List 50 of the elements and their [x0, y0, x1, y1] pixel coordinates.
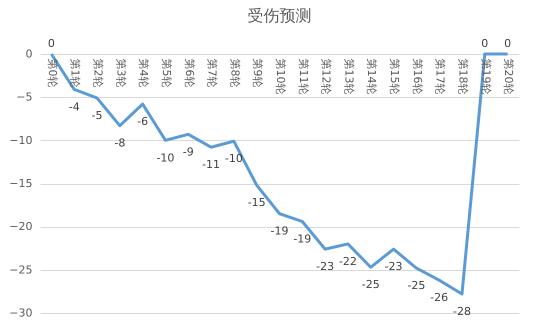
- data-label: -9: [182, 145, 194, 158]
- x-tick-label: 第10轮: [274, 58, 287, 94]
- y-tick-label: −15: [9, 177, 32, 190]
- x-tick-label: 第14轮: [365, 58, 378, 94]
- data-label: -19: [293, 232, 312, 246]
- data-label: 0: [504, 37, 512, 50]
- x-tick-label: 第9轮: [251, 58, 264, 88]
- x-tick-label: 第4轮: [137, 58, 150, 88]
- data-label: -23: [384, 260, 403, 274]
- x-tick-label: 第18轮: [456, 58, 470, 94]
- data-label: 0: [48, 37, 55, 50]
- data-label: -19: [270, 224, 288, 238]
- data-label: 0: [481, 37, 488, 50]
- data-label: -25: [362, 278, 380, 292]
- x-tick-label: 第2轮: [92, 58, 105, 88]
- data-label: -10: [156, 151, 174, 164]
- x-tick-label: 第15轮: [388, 58, 402, 94]
- data-label: -8: [114, 136, 126, 150]
- x-tick-label: 第0轮: [46, 58, 59, 88]
- x-tick-label: 第17轮: [434, 58, 447, 94]
- data-label: -11: [202, 158, 220, 172]
- x-tick-label: 第7轮: [206, 58, 219, 88]
- data-label: -4: [68, 100, 80, 114]
- x-tick-label: 第6轮: [182, 58, 196, 88]
- x-tick-label: 第16轮: [410, 58, 424, 94]
- data-label: -22: [338, 254, 357, 268]
- data-label: -10: [224, 152, 243, 166]
- x-tick-label: 第20轮: [502, 58, 516, 94]
- data-label: -28: [452, 305, 471, 318]
- x-tick-label: 第5轮: [160, 58, 173, 88]
- x-tick-label: 第1轮: [68, 58, 82, 88]
- x-tick-label: 第8轮: [228, 58, 242, 88]
- data-label: -5: [92, 109, 103, 122]
- data-label: -6: [137, 115, 148, 128]
- y-tick-label: 0: [26, 48, 32, 60]
- y-tick-label: −25: [9, 263, 32, 276]
- x-tick-label: 第13轮: [342, 58, 356, 94]
- x-tick-label: 第11轮: [296, 58, 310, 94]
- x-tick-label: 第3轮: [114, 58, 128, 88]
- data-label: -23: [316, 260, 334, 274]
- y-tick-label: −30: [9, 306, 32, 320]
- y-tick-label: −10: [9, 134, 32, 147]
- x-tick-label: 第19轮: [479, 58, 492, 94]
- chart-title: 受伤预测: [248, 6, 312, 25]
- data-label: -25: [407, 279, 426, 292]
- y-tick-label: −20: [9, 220, 32, 234]
- data-label: -15: [248, 196, 266, 210]
- y-tick-label: −5: [16, 90, 32, 104]
- x-tick-label: 第12轮: [320, 58, 333, 94]
- data-label: -26: [430, 291, 448, 304]
